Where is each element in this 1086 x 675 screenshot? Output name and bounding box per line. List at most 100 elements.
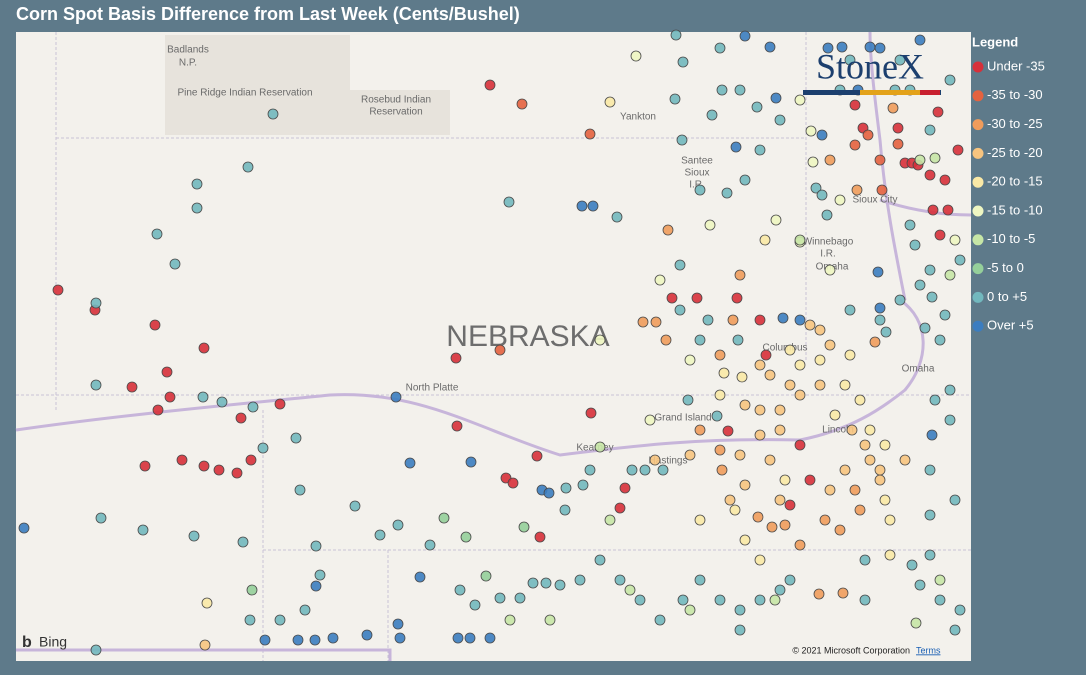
basis-point	[164, 391, 176, 403]
basis-point	[814, 324, 826, 336]
basis-point	[624, 584, 636, 596]
basis-point	[814, 354, 826, 366]
basis-point	[543, 487, 555, 499]
basis-point	[634, 594, 646, 606]
basis-point	[739, 534, 751, 546]
basis-point	[614, 502, 626, 514]
basis-point	[694, 514, 706, 526]
basis-point	[906, 559, 918, 571]
map-label: Hastings	[649, 456, 688, 467]
basis-point	[729, 504, 741, 516]
basis-point	[949, 624, 961, 636]
basis-point	[894, 294, 906, 306]
basis-point	[779, 474, 791, 486]
basis-point	[774, 114, 786, 126]
basis-point	[527, 577, 539, 589]
basis-point	[560, 482, 572, 494]
basis-point	[137, 524, 149, 536]
basis-point	[274, 398, 286, 410]
bing-logo: Bing	[39, 634, 67, 650]
basis-point	[879, 494, 891, 506]
basis-point	[309, 634, 321, 646]
basis-point	[754, 594, 766, 606]
basis-point	[837, 587, 849, 599]
basis-point	[927, 204, 939, 216]
basis-point	[864, 424, 876, 436]
basis-point	[516, 98, 528, 110]
basis-point	[734, 449, 746, 461]
basis-point	[887, 102, 899, 114]
basis-point	[139, 460, 151, 472]
basis-point	[197, 391, 209, 403]
basis-point	[816, 129, 828, 141]
map-label: Omaha	[902, 364, 935, 375]
basis-point	[594, 554, 606, 566]
basis-point	[169, 258, 181, 270]
basis-point	[392, 618, 404, 630]
legend-swatch	[972, 90, 984, 102]
basis-point	[884, 549, 896, 561]
basis-point	[864, 454, 876, 466]
map-label: Pine Ridge Indian Reservation	[177, 88, 312, 99]
basis-point	[349, 500, 361, 512]
basis-point	[880, 326, 892, 338]
basis-point	[292, 634, 304, 646]
basis-point	[944, 414, 956, 426]
basis-point	[650, 316, 662, 328]
basis-point	[844, 349, 856, 361]
basis-point	[242, 161, 254, 173]
basis-point	[754, 554, 766, 566]
basis-point	[246, 584, 258, 596]
basis-point	[739, 399, 751, 411]
basis-point	[604, 96, 616, 108]
basis-point	[531, 450, 543, 462]
basis-point	[854, 394, 866, 406]
basis-point	[926, 429, 938, 441]
basis-point	[846, 424, 858, 436]
basis-point	[684, 354, 696, 366]
basis-point	[859, 594, 871, 606]
basis-point	[394, 632, 406, 644]
basis-point	[576, 200, 588, 212]
basis-point	[534, 531, 546, 543]
basis-point	[751, 101, 763, 113]
points	[18, 29, 966, 656]
basis-point	[739, 30, 751, 42]
basis-point	[734, 84, 746, 96]
basis-point	[216, 396, 228, 408]
reservation-area	[165, 35, 350, 135]
basis-point	[760, 349, 772, 361]
basis-point	[450, 352, 462, 364]
basis-point	[804, 319, 816, 331]
basis-point	[774, 404, 786, 416]
basis-point	[191, 202, 203, 214]
terms-link[interactable]: Terms	[916, 645, 941, 655]
basis-point	[859, 554, 871, 566]
basis-point	[904, 219, 916, 231]
basis-point	[794, 359, 806, 371]
basis-point	[611, 211, 623, 223]
basis-point	[604, 514, 616, 526]
basis-point	[824, 484, 836, 496]
basis-point	[90, 644, 102, 656]
basis-point	[769, 594, 781, 606]
basis-point	[149, 319, 161, 331]
basis-point	[794, 94, 806, 106]
basis-point	[198, 460, 210, 472]
basis-point	[494, 344, 506, 356]
basis-point	[849, 139, 861, 151]
basis-point	[577, 479, 589, 491]
basis-point	[874, 314, 886, 326]
basis-point	[862, 129, 874, 141]
basis-point	[198, 342, 210, 354]
basis-point	[684, 604, 696, 616]
basis-point	[619, 482, 631, 494]
basis-point	[824, 339, 836, 351]
basis-point	[849, 484, 861, 496]
basis-point	[794, 314, 806, 326]
basis-point	[739, 479, 751, 491]
basis-point	[639, 464, 651, 476]
map-label: I.R.	[820, 249, 836, 260]
basis-point	[231, 467, 243, 479]
basis-point	[674, 304, 686, 316]
